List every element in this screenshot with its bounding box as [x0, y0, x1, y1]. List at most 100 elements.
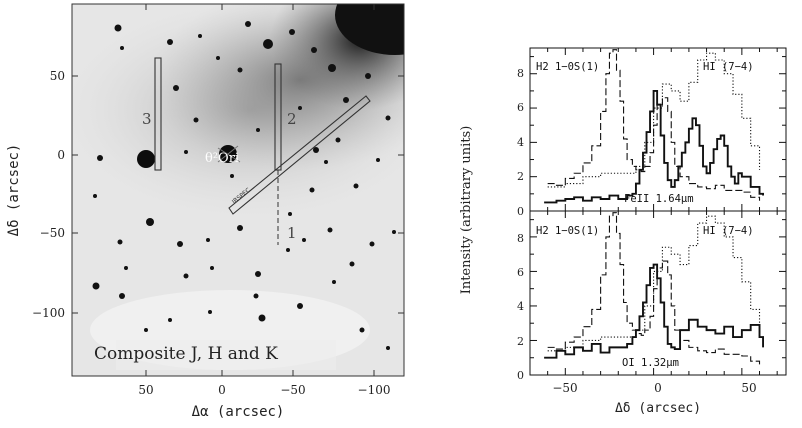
- star: [327, 227, 333, 233]
- y-tick-label: 8: [517, 232, 524, 245]
- star: [193, 117, 199, 123]
- star: [376, 158, 380, 162]
- star: [206, 238, 210, 242]
- y-tick-label: 8: [517, 67, 524, 80]
- sky-image-panel: IRSPEC 3 2 1 θ²Ori Composite J, H and K …: [6, 3, 405, 420]
- series-h2-dashed: [547, 49, 761, 201]
- diffraction-spike: [217, 145, 239, 163]
- slit-label-1: 1: [287, 224, 297, 242]
- star: [210, 266, 214, 270]
- star: [92, 282, 100, 290]
- star: [177, 241, 183, 247]
- x-tick-label: −50: [552, 381, 577, 395]
- caption-backdrop: [116, 340, 336, 370]
- star: [297, 303, 303, 309]
- star: [365, 73, 371, 79]
- series-line: [544, 89, 764, 204]
- series-h2-dashed: [547, 212, 761, 365]
- image-caption: Composite J, H and K: [94, 344, 278, 364]
- sky-image: [72, 4, 404, 376]
- star-field: [92, 21, 396, 350]
- star: [335, 137, 341, 143]
- star: [263, 39, 273, 49]
- spectra-y-axis-label: Intensity (arbitrary units): [459, 126, 474, 295]
- slit-3: [154, 57, 162, 171]
- star: [230, 174, 234, 178]
- x-tick-label: −100: [358, 383, 391, 397]
- star: [313, 147, 319, 153]
- x-tick-label: 50: [138, 383, 153, 397]
- series-line: [544, 263, 764, 359]
- star: [349, 261, 355, 267]
- y-tick-label: 2: [517, 170, 524, 183]
- star: [146, 218, 154, 226]
- y-tick-label: −100: [32, 306, 65, 320]
- star: [258, 314, 266, 322]
- star: [302, 238, 306, 242]
- image-x-axis: 50 0 −50 −100 Δα (arcsec): [72, 4, 404, 420]
- slit-label-3: 3: [142, 110, 152, 128]
- image-frame: [71, 3, 405, 377]
- y-tick-label: 0: [517, 205, 524, 218]
- star: [237, 225, 243, 231]
- image-y-axis: 50 0 −50 −100 Δδ (arcsec): [6, 69, 65, 320]
- star-label: θ²Ori: [205, 151, 239, 166]
- star: [309, 187, 315, 193]
- star: [369, 241, 375, 247]
- x-tick-label: −50: [280, 383, 305, 397]
- star: [353, 183, 359, 189]
- y-tick-label: 0: [57, 148, 65, 162]
- image-y-axis-label: Δδ (arcsec): [6, 144, 22, 237]
- y-tick-label: 50: [50, 69, 65, 83]
- star: [311, 47, 317, 53]
- star: [328, 64, 336, 72]
- spectra-panel: Intensity (arbitrary units) 0 2 4 6 8 H2…: [459, 47, 787, 416]
- y-tick-label: 4: [517, 136, 524, 149]
- y-tick-label: 6: [517, 266, 524, 279]
- top-spectrum-plot: 0 2 4 6 8 H2 1−0S(1) HI (7−4) FeII 1.64μ…: [517, 47, 787, 218]
- star: [256, 128, 260, 132]
- star: [117, 239, 123, 245]
- star: [253, 293, 259, 299]
- y-tick-label: 4: [517, 300, 524, 313]
- spectra-x-axis-label: Δδ (arcsec): [615, 401, 701, 416]
- star: [324, 160, 328, 164]
- irspec-slit: [228, 95, 371, 215]
- star: [386, 346, 390, 350]
- star: [216, 56, 220, 60]
- series-label-h2: H2 1−0S(1): [536, 225, 599, 237]
- star: [255, 271, 261, 277]
- series-label-h2: H2 1−0S(1): [536, 61, 599, 73]
- star: [144, 328, 148, 332]
- series-label-hi: HI (7−4): [703, 61, 754, 73]
- star: [124, 266, 128, 270]
- y-tick-label: 0: [517, 369, 524, 382]
- series-label-line: FeII 1.64μm: [624, 193, 694, 205]
- star: [183, 273, 189, 279]
- y-tick-label: 2: [517, 335, 524, 348]
- star: [332, 280, 336, 284]
- star: [245, 21, 251, 27]
- x-tick-label: 50: [741, 381, 756, 395]
- bright-star: [137, 150, 155, 168]
- slit-label-2: 2: [287, 110, 297, 128]
- bottom-spectrum-plot: 0 2 4 6 8 H2 1−0S(1) HI (7−4) OI 1.32μm: [517, 210, 787, 382]
- diffraction-spike: [217, 147, 241, 163]
- x-tick-label: 0: [654, 381, 662, 395]
- star: [173, 85, 179, 91]
- star: [298, 106, 302, 110]
- star: [286, 248, 290, 252]
- star: [168, 318, 172, 322]
- x-tick-label: 0: [218, 383, 226, 397]
- star: [119, 293, 125, 299]
- dark-corner: [335, 4, 404, 55]
- star: [208, 310, 212, 314]
- star: [359, 327, 365, 333]
- y-tick-label: 6: [517, 101, 524, 114]
- star: [120, 46, 124, 50]
- series-hi-dotted: [547, 52, 761, 188]
- star: [289, 29, 295, 35]
- series-label-line: OI 1.32μm: [622, 357, 679, 369]
- star: [392, 230, 396, 234]
